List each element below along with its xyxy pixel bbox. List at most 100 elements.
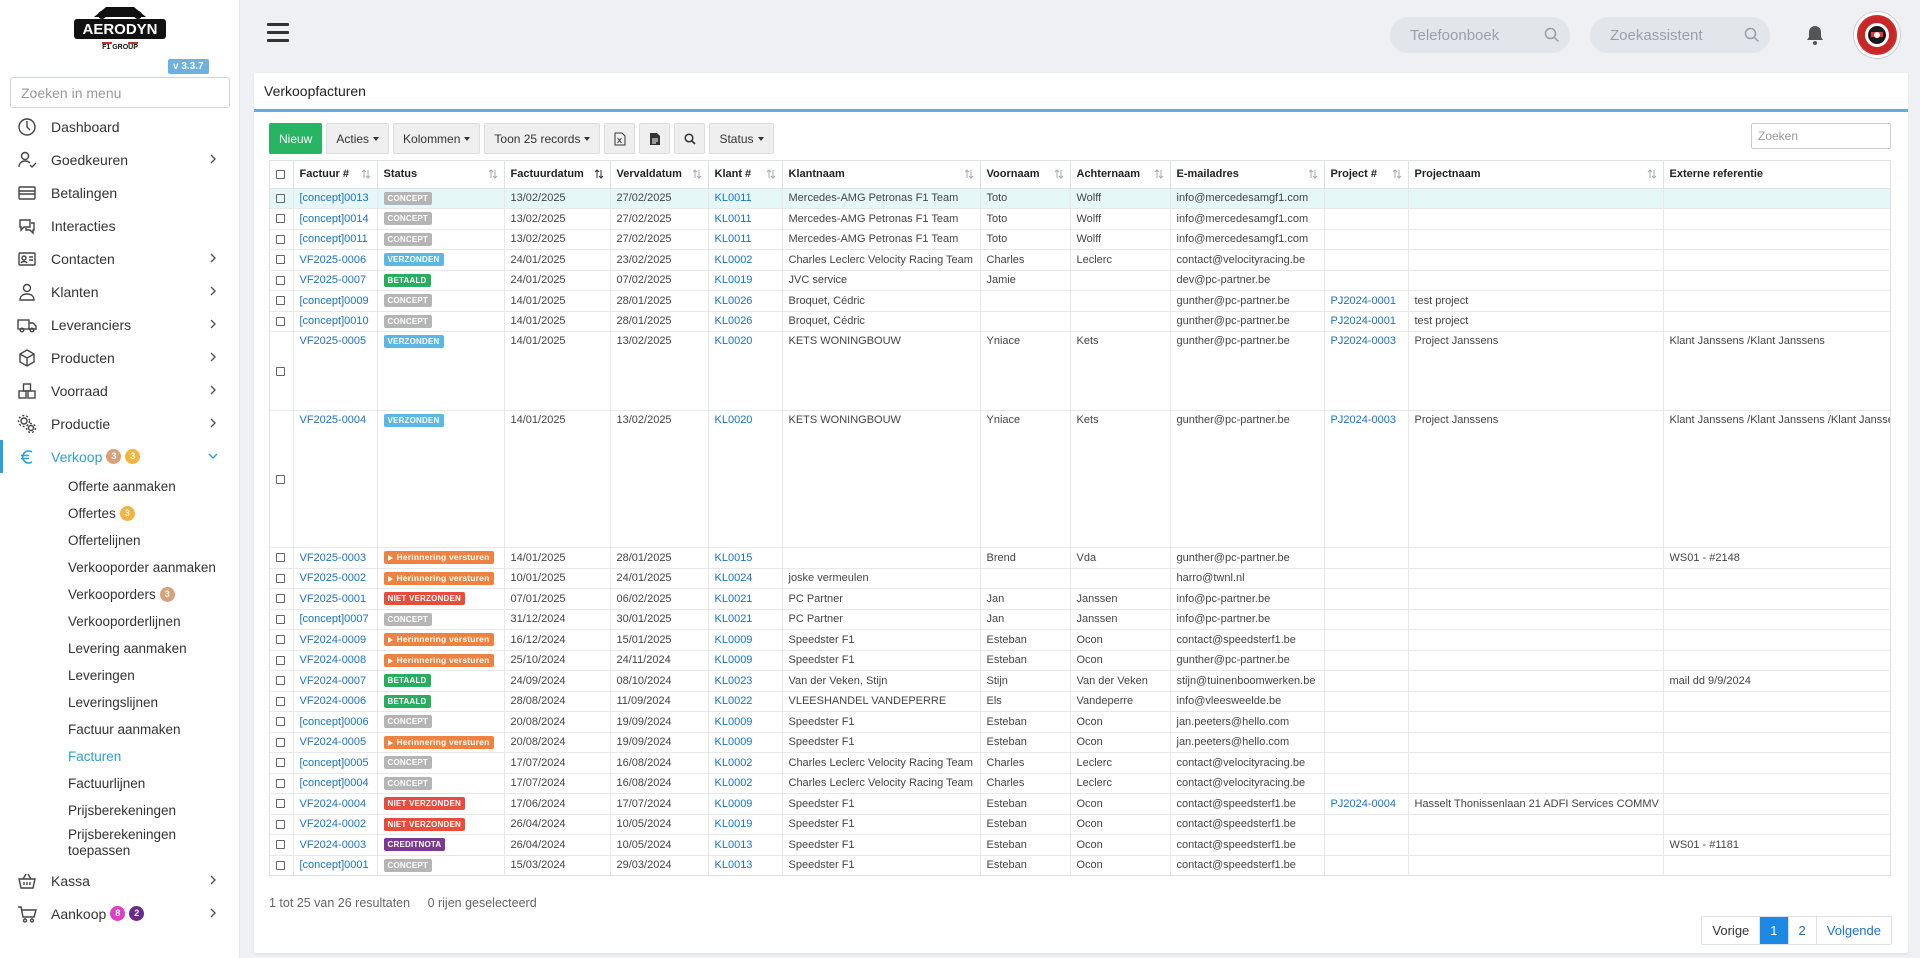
invoice-number-link[interactable]: VF2024-0003 (299, 838, 367, 851)
row-checkbox[interactable] (276, 758, 285, 768)
table-search-input[interactable] (1751, 123, 1891, 149)
table-row[interactable]: VF2025-0007 BETAALD 24/01/2025 07/02/2025 KL… (270, 270, 1890, 291)
table-row[interactable]: [concept]0006 CONCEPT 20/08/2024 19/09/2024… (270, 711, 1890, 733)
row-checkbox[interactable] (276, 778, 285, 788)
invoice-number-link[interactable]: [concept]0009 (299, 294, 369, 307)
table-row[interactable]: VF2025-0003 Herinnering versturen 14/01/20… (270, 547, 1890, 569)
customer-number-link[interactable]: KL0011 (714, 192, 752, 205)
invoice-number-link[interactable]: [concept]0013 (299, 192, 369, 205)
submenu-facturen[interactable]: Facturen (68, 749, 122, 764)
pagination-page-2[interactable]: 2 (1789, 917, 1817, 944)
row-checkbox[interactable] (276, 717, 285, 727)
sort-icon[interactable] (594, 169, 604, 179)
customer-number-link[interactable]: KL0009 (714, 715, 753, 728)
customer-number-link[interactable]: KL0002 (714, 777, 753, 790)
row-checkbox[interactable] (276, 676, 285, 686)
menu-item-betalingen[interactable]: Betalingen (0, 176, 240, 209)
column-header[interactable]: Vervaldatum (610, 161, 709, 189)
row-checkbox[interactable] (276, 193, 285, 203)
menu-item-goedkeuren[interactable]: Goedkeuren (0, 143, 240, 176)
table-row[interactable]: VF2024-0004 NIET VERZONDEN 17/06/2024 17/07… (270, 793, 1890, 815)
invoice-number-link[interactable]: VF2024-0009 (299, 633, 367, 646)
pagination-prev-button[interactable]: Vorige (1702, 917, 1761, 944)
customer-number-link[interactable]: KL0023 (714, 674, 753, 687)
menu-item-leveranciers[interactable]: Leveranciers (0, 308, 240, 341)
sort-icon[interactable] (964, 169, 974, 179)
status-badge[interactable]: Herinnering versturen (383, 735, 494, 749)
table-row[interactable]: VF2024-0003 CREDITNOTA 26/04/2024 10/05/202… (270, 834, 1890, 856)
invoice-number-link[interactable]: VF2025-0003 (299, 551, 367, 564)
menu-search-input[interactable] (10, 77, 230, 108)
menu-item-productie[interactable]: Productie (0, 407, 240, 440)
row-checkbox[interactable] (276, 799, 285, 809)
table-row[interactable]: [concept]0011 CONCEPT 13/02/2025 27/02/2025… (270, 229, 1890, 250)
customer-number-link[interactable]: KL0019 (714, 274, 753, 287)
customer-number-link[interactable]: KL0026 (714, 294, 753, 307)
sort-icon[interactable] (1154, 169, 1164, 179)
export-excel-button[interactable] (604, 123, 636, 154)
bell-icon[interactable] (1803, 23, 1827, 47)
table-row[interactable]: VF2025-0006 VERZONDEN 24/01/2025 23/02/2025… (270, 249, 1890, 271)
status-badge[interactable]: Herinnering versturen (383, 571, 494, 585)
row-checkbox[interactable] (276, 296, 285, 306)
table-row[interactable]: VF2024-0006 BETAALD 28/08/2024 11/09/2024 KL… (270, 691, 1890, 712)
table-row[interactable]: VF2025-0001 NIET VERZONDEN 07/01/2025 06/02… (270, 588, 1890, 610)
invoice-number-link[interactable]: VF2025-0005 (299, 335, 367, 347)
sort-icon[interactable] (1308, 169, 1318, 179)
row-checkbox[interactable] (276, 840, 285, 850)
customer-number-link[interactable]: KL0019 (714, 818, 753, 831)
customer-number-link[interactable]: KL0009 (714, 797, 753, 810)
invoice-number-link[interactable]: VF2024-0004 (299, 797, 367, 810)
invoice-number-link[interactable]: [concept]0001 (299, 859, 369, 872)
invoice-number-link[interactable]: VF2025-0007 (299, 274, 367, 287)
table-row[interactable]: VF2024-0005 Herinnering versturen 20/08/20… (270, 732, 1890, 753)
invoice-number-link[interactable]: [concept]0007 (299, 613, 369, 626)
table-row[interactable]: VF2024-0008 Herinnering versturen 25/10/20… (270, 650, 1890, 671)
column-header[interactable]: Status (377, 161, 505, 189)
customer-number-link[interactable]: KL0002 (714, 253, 753, 266)
menu-item-interacties[interactable]: Interacties (0, 209, 240, 242)
row-checkbox[interactable] (276, 275, 285, 285)
submenu-levering-aanmaken[interactable]: Levering aanmaken (68, 641, 187, 656)
invoice-number-link[interactable]: VF2025-0002 (299, 572, 367, 585)
new-button[interactable]: Nieuw (269, 123, 323, 154)
row-checkbox[interactable] (276, 737, 285, 747)
columns-dropdown[interactable]: Kolommen (393, 123, 481, 154)
customer-number-link[interactable]: KL0011 (714, 233, 752, 246)
row-checkbox[interactable] (276, 553, 285, 563)
invoice-number-link[interactable]: VF2024-0007 (299, 674, 367, 687)
invoice-number-link[interactable]: [concept]0005 (299, 756, 369, 769)
customer-number-link[interactable]: KL0009 (714, 633, 753, 646)
sort-icon[interactable] (1392, 169, 1402, 179)
customer-number-link[interactable]: KL0021 (714, 613, 753, 626)
column-header[interactable]: Project # (1324, 161, 1409, 189)
row-checkbox[interactable] (276, 316, 285, 326)
invoice-number-link[interactable]: [concept]0006 (299, 715, 369, 728)
table-row[interactable]: [concept]0007 CONCEPT 31/12/2024 30/01/2025… (270, 609, 1890, 630)
hamburger-menu-button[interactable] (267, 23, 289, 45)
submenu-factuur-aanmaken[interactable]: Factuur aanmaken (68, 722, 181, 737)
row-checkbox[interactable] (276, 696, 285, 706)
search-icon[interactable] (1544, 27, 1560, 43)
column-header[interactable]: Projectnaam (1408, 161, 1664, 189)
project-number-link[interactable]: PJ2024-0001 (1330, 294, 1396, 307)
customer-number-link[interactable]: KL0022 (714, 695, 753, 708)
invoice-number-link[interactable]: [concept]0004 (299, 777, 369, 790)
submenu-offerte-aanmaken[interactable]: Offerte aanmaken (68, 479, 176, 494)
menu-item-contacten[interactable]: Contacten (0, 242, 240, 275)
invoice-number-link[interactable]: VF2025-0006 (299, 253, 367, 266)
sort-icon[interactable] (692, 169, 702, 179)
status-dropdown[interactable]: Status (709, 123, 774, 154)
project-number-link[interactable]: PJ2024-0001 (1330, 315, 1396, 328)
table-row[interactable]: VF2025-0002 Herinnering versturen 10/01/20… (270, 568, 1890, 589)
submenu-verkooporder-aanmaken[interactable]: Verkooporder aanmaken (68, 560, 216, 575)
table-row[interactable]: [concept]0004 CONCEPT 17/07/2024 16/08/2024… (270, 773, 1890, 794)
customer-number-link[interactable]: KL0020 (714, 414, 753, 426)
invoice-number-link[interactable]: [concept]0011 (299, 233, 368, 246)
table-row[interactable]: [concept]0009 CONCEPT 14/01/2025 28/01/2025… (270, 290, 1890, 312)
row-checkbox[interactable] (276, 214, 285, 224)
customer-number-link[interactable]: KL0015 (714, 551, 753, 564)
sort-icon[interactable] (488, 169, 498, 179)
invoice-number-link[interactable]: VF2024-0002 (299, 818, 367, 831)
status-badge[interactable]: Herinnering versturen (383, 551, 494, 565)
